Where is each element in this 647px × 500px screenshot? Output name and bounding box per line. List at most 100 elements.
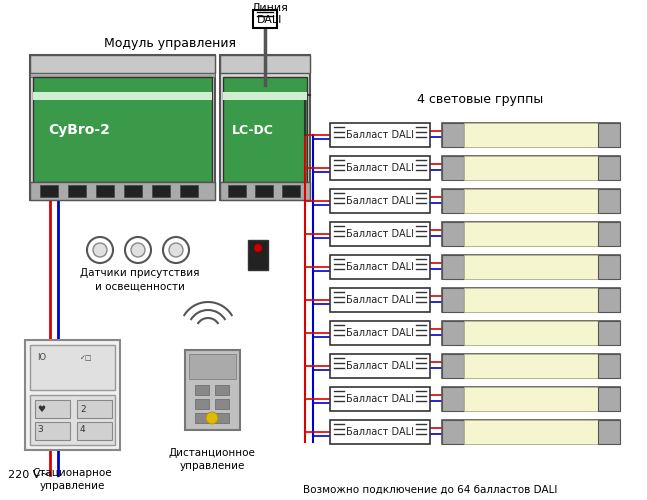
Text: Балласт DALI: Балласт DALI — [346, 394, 414, 404]
Polygon shape — [330, 255, 430, 279]
Polygon shape — [30, 55, 215, 200]
Polygon shape — [30, 395, 115, 445]
Text: 220 V~: 220 V~ — [8, 470, 50, 480]
Polygon shape — [442, 420, 464, 444]
Text: 4: 4 — [80, 426, 85, 434]
Polygon shape — [598, 123, 620, 147]
Polygon shape — [442, 123, 620, 147]
Polygon shape — [282, 185, 300, 197]
Text: Балласт DALI: Балласт DALI — [346, 295, 414, 305]
Polygon shape — [464, 354, 598, 378]
Polygon shape — [442, 222, 620, 246]
Text: Стационарное
управление: Стационарное управление — [32, 468, 112, 491]
Polygon shape — [442, 156, 620, 180]
Polygon shape — [195, 413, 209, 423]
Polygon shape — [598, 222, 620, 246]
Text: Модуль управления: Модуль управления — [104, 36, 236, 50]
Polygon shape — [152, 185, 170, 197]
Polygon shape — [330, 222, 430, 246]
Text: Балласт DALI: Балласт DALI — [346, 328, 414, 338]
Polygon shape — [442, 123, 464, 147]
Polygon shape — [30, 55, 215, 73]
Polygon shape — [464, 255, 598, 279]
Text: Балласт DALI: Балласт DALI — [346, 427, 414, 437]
Polygon shape — [223, 92, 307, 100]
Circle shape — [163, 237, 189, 263]
Polygon shape — [442, 189, 464, 213]
Polygon shape — [442, 387, 464, 411]
Text: IO: IO — [37, 353, 46, 362]
Text: Балласт DALI: Балласт DALI — [346, 163, 414, 173]
Polygon shape — [442, 255, 464, 279]
Polygon shape — [598, 354, 620, 378]
Text: Балласт DALI: Балласт DALI — [346, 262, 414, 272]
Polygon shape — [248, 240, 268, 270]
Polygon shape — [30, 345, 115, 390]
Polygon shape — [77, 422, 112, 440]
Text: 2: 2 — [80, 406, 85, 414]
Polygon shape — [464, 123, 598, 147]
Polygon shape — [33, 92, 212, 100]
Polygon shape — [442, 321, 464, 345]
Circle shape — [254, 244, 262, 252]
Polygon shape — [68, 185, 86, 197]
Text: LC-DC: LC-DC — [232, 124, 274, 136]
Polygon shape — [464, 189, 598, 213]
Text: Балласт DALI: Балласт DALI — [346, 130, 414, 140]
Polygon shape — [228, 185, 246, 197]
Polygon shape — [442, 321, 620, 345]
Polygon shape — [442, 156, 464, 180]
Polygon shape — [442, 288, 464, 312]
Text: Балласт DALI: Балласт DALI — [346, 361, 414, 371]
Polygon shape — [442, 420, 620, 444]
Text: 4 световые группы: 4 световые группы — [417, 94, 543, 106]
Text: ✓□: ✓□ — [80, 355, 93, 361]
Text: Возможно подключение до 64 балластов DALI: Возможно подключение до 64 балластов DAL… — [303, 485, 557, 495]
Text: Линия
DALI: Линия DALI — [252, 3, 289, 26]
Polygon shape — [598, 255, 620, 279]
Polygon shape — [442, 387, 620, 411]
Polygon shape — [40, 185, 58, 197]
Polygon shape — [598, 189, 620, 213]
Circle shape — [169, 243, 183, 257]
Polygon shape — [598, 387, 620, 411]
Polygon shape — [330, 387, 430, 411]
Polygon shape — [598, 288, 620, 312]
Circle shape — [206, 412, 218, 424]
Text: Дистанционное
управление: Дистанционное управление — [169, 448, 256, 471]
Polygon shape — [215, 413, 229, 423]
Text: Балласт DALI: Балласт DALI — [346, 229, 414, 239]
Polygon shape — [442, 288, 620, 312]
Polygon shape — [195, 385, 209, 395]
Polygon shape — [215, 399, 229, 409]
Polygon shape — [77, 400, 112, 418]
Polygon shape — [442, 354, 464, 378]
Polygon shape — [598, 156, 620, 180]
Polygon shape — [33, 77, 212, 182]
Polygon shape — [598, 420, 620, 444]
Polygon shape — [30, 73, 215, 77]
Polygon shape — [330, 189, 430, 213]
Polygon shape — [330, 321, 430, 345]
Polygon shape — [442, 255, 620, 279]
Polygon shape — [180, 185, 198, 197]
Polygon shape — [223, 77, 307, 182]
Polygon shape — [464, 156, 598, 180]
Polygon shape — [220, 55, 310, 73]
Polygon shape — [598, 321, 620, 345]
Circle shape — [125, 237, 151, 263]
Polygon shape — [442, 189, 620, 213]
Polygon shape — [330, 123, 430, 147]
Circle shape — [93, 243, 107, 257]
Polygon shape — [195, 399, 209, 409]
Polygon shape — [442, 222, 464, 246]
Text: Балласт DALI: Балласт DALI — [346, 196, 414, 206]
Polygon shape — [124, 185, 142, 197]
Polygon shape — [220, 55, 310, 200]
Polygon shape — [35, 400, 70, 418]
Polygon shape — [330, 420, 430, 444]
Polygon shape — [330, 156, 430, 180]
Text: CyBro-2: CyBro-2 — [48, 123, 110, 137]
Polygon shape — [442, 354, 620, 378]
Polygon shape — [464, 420, 598, 444]
